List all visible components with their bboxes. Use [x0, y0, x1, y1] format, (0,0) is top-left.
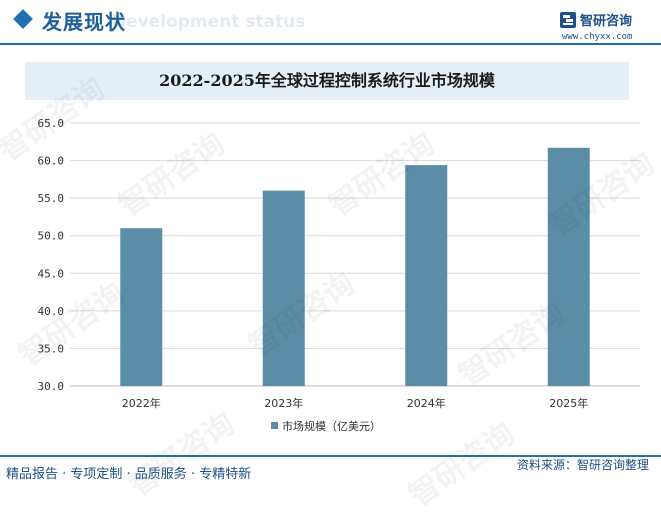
- y-tick-label: 60.0: [38, 155, 65, 168]
- footer-tagline: 精品报告 · 专项定制 · 品质服务 · 专精特新: [6, 467, 252, 482]
- logo: 智研咨询 www.chyxx.com: [560, 10, 658, 44]
- x-tick-label: 2022年: [122, 396, 161, 410]
- y-tick-label: 35.0: [38, 342, 65, 355]
- footer-divider: [0, 455, 661, 457]
- logo-name: 智研咨询: [580, 14, 633, 29]
- y-tick-label: 45.0: [38, 267, 65, 280]
- section-title: 发展现状: [42, 10, 126, 34]
- y-tick-label: 30.0: [38, 380, 65, 393]
- bar: [262, 190, 305, 386]
- bar-chart: 30.0 35.0 40.0 45.0 50.0 55.0 60.0 65.0 2022年 202…: [38, 117, 640, 433]
- y-tick-label: 40.0: [38, 305, 65, 318]
- header-divider: [0, 43, 661, 45]
- bar: [547, 147, 590, 386]
- y-tick-label: 50.0: [38, 230, 65, 243]
- y-tick-label: 65.0: [38, 117, 65, 130]
- y-tick-label: 55.0: [38, 192, 65, 205]
- x-tick-label: 2025年: [549, 396, 588, 410]
- bar: [120, 228, 163, 386]
- legend-swatch: [271, 422, 278, 429]
- legend-label: 市场规模（亿美元）: [282, 419, 381, 433]
- header: Development status 发展现状 智研咨询 www.chyxx.c…: [0, 0, 661, 45]
- logo-url: www.chyxx.com: [562, 32, 633, 42]
- logo-icon: [560, 12, 576, 28]
- footer-source: 资料来源：智研咨询整理: [516, 458, 649, 472]
- bar: [405, 165, 448, 386]
- header-watermark-text: Development status: [112, 12, 306, 32]
- diamond-icon: [13, 9, 33, 29]
- x-tick-label: 2023年: [264, 396, 303, 410]
- chart-title: 2022-2025年全球过程控制系统行业市场规模: [25, 62, 629, 100]
- x-tick-label: 2024年: [407, 396, 446, 410]
